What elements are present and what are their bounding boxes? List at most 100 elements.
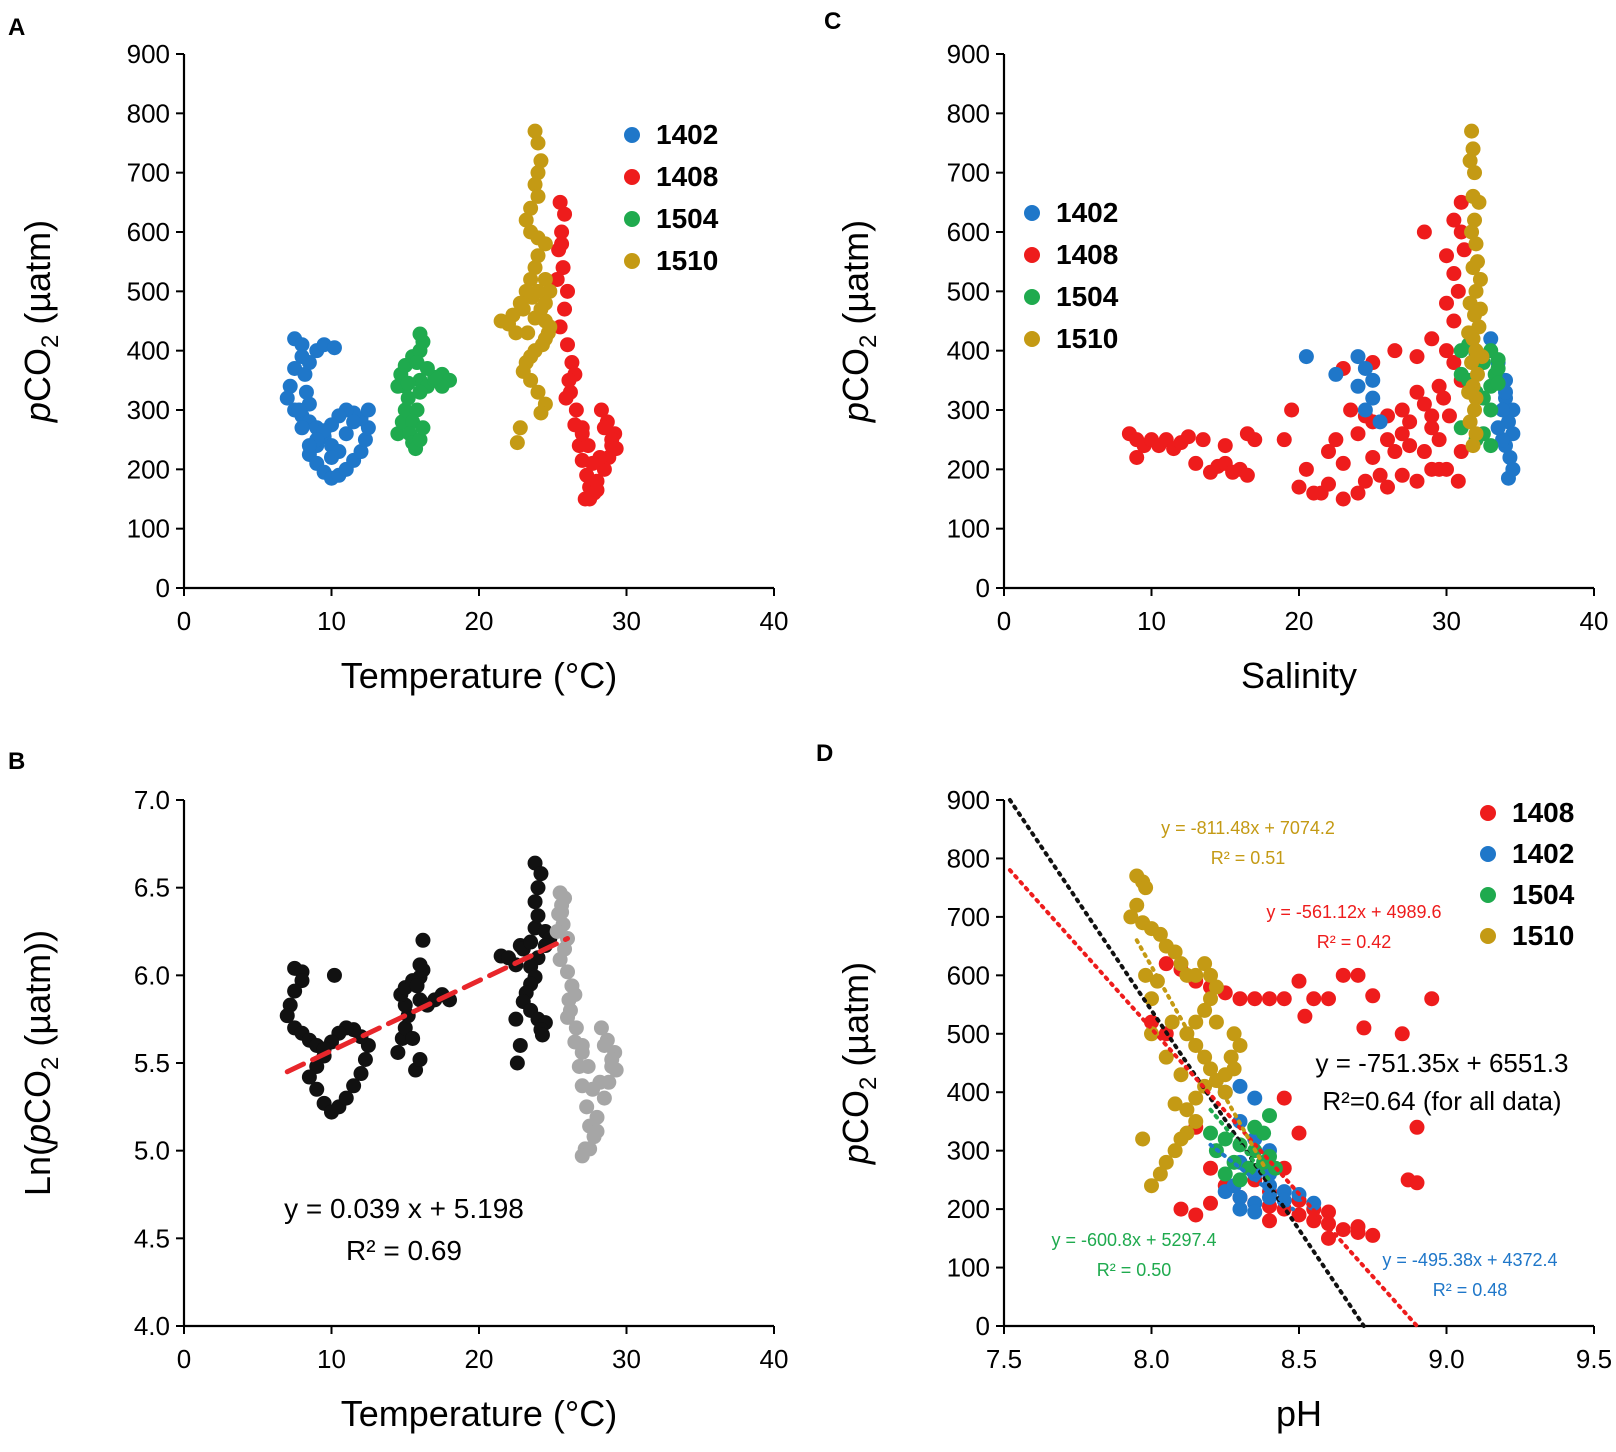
point-1510 (1167, 1143, 1183, 1159)
point-1510 (527, 177, 543, 193)
point-1408 (1357, 473, 1373, 489)
point-1504 (397, 402, 413, 418)
panel-label-b: B (8, 748, 26, 775)
y-tick-label: 100 (127, 514, 170, 544)
point-grey (596, 1037, 612, 1053)
point-grey (560, 964, 575, 980)
panel-label-a: A (8, 14, 26, 41)
point-1510 (530, 283, 546, 299)
fit-line (284, 936, 570, 1075)
point-1408 (557, 206, 573, 222)
annotation-text: R²=0.64 (for all data) (1322, 1086, 1561, 1116)
point-1408 (1321, 991, 1336, 1007)
point-1510 (1173, 956, 1189, 972)
point-1408 (1365, 449, 1381, 465)
point-1408 (1394, 426, 1410, 442)
point-1408 (596, 420, 612, 436)
legend-label-1408: 1408 (1056, 239, 1118, 270)
x-tick-label: 20 (465, 606, 494, 636)
point-1408 (1217, 438, 1233, 454)
point-1510 (1461, 384, 1477, 400)
point-1408 (1394, 467, 1410, 483)
x-tick-label: 9.5 (1576, 1344, 1612, 1374)
annotation-text: R² = 0.50 (1097, 1260, 1172, 1280)
point-1408 (1276, 991, 1292, 1007)
y-tick-label: 5.0 (134, 1136, 170, 1166)
x-tick-label: 0 (177, 606, 191, 636)
point-1408 (1439, 248, 1454, 264)
point-black (309, 1059, 325, 1075)
y-tick-label: 200 (947, 454, 990, 484)
legend-marker-1504 (1024, 289, 1040, 305)
chart-panel-b: 4.0 4.5 5.0 5.5 6.0 6.5 7.0 0 10 20 30 40 Temperatur… (17, 785, 788, 1434)
point-1510 (537, 236, 553, 252)
point-1510 (512, 295, 528, 311)
point-1510 (493, 313, 509, 329)
x-axis-title: Salinity (1241, 655, 1357, 696)
point-1408 (1343, 402, 1359, 418)
point-1510 (523, 372, 539, 388)
x-tick-label: 10 (317, 606, 346, 636)
point-1402 (1350, 349, 1366, 365)
point-black (523, 934, 539, 950)
point-1408 (1394, 1026, 1410, 1042)
point-1408 (1453, 194, 1469, 210)
point-1510 (1138, 880, 1154, 896)
point-1408 (1350, 426, 1366, 442)
point-1402 (346, 414, 362, 430)
point-1408 (1456, 242, 1472, 258)
point-1510 (542, 283, 558, 299)
point-1402 (1232, 1201, 1248, 1217)
point-1408 (1380, 432, 1395, 448)
point-1402 (1495, 432, 1511, 448)
annotation-text: R² = 0.42 (1317, 932, 1392, 952)
point-1510 (1472, 271, 1488, 287)
point-grey (589, 1123, 605, 1139)
y-tick-label: 0 (976, 1311, 990, 1341)
point-1408 (1424, 408, 1440, 424)
point-1408 (561, 372, 577, 388)
point-1510 (509, 435, 525, 451)
point-1408 (1129, 449, 1145, 465)
point-1408 (1232, 991, 1248, 1007)
point-black (530, 880, 546, 896)
point-1408 (560, 283, 575, 299)
legend-label-1402: 1402 (656, 119, 718, 150)
point-1510 (1203, 991, 1218, 1007)
x-tick-label: 0 (177, 1344, 191, 1374)
point-1510 (1468, 283, 1484, 299)
point-1408 (1321, 1230, 1336, 1246)
point-1408 (567, 417, 583, 433)
point-1510 (1123, 909, 1139, 925)
point-1504 (1490, 375, 1506, 391)
x-tick-label: 40 (1580, 606, 1609, 636)
point-1408 (1173, 1201, 1189, 1217)
point-1402 (326, 340, 342, 356)
point-1504 (409, 402, 425, 418)
y-tick-label: 200 (947, 1194, 990, 1224)
point-1408 (1409, 1175, 1425, 1191)
point-1510 (530, 188, 546, 204)
point-grey (608, 1062, 624, 1078)
chart-panel-d: 0 100 200 300 400 500 600 700 800 900 7.5 8.0 8.5 9.0… (835, 785, 1612, 1434)
point-1408 (1409, 349, 1425, 365)
point-1402 (297, 366, 313, 382)
legend-label-1408: 1408 (656, 161, 718, 192)
point-1408 (1306, 991, 1322, 1007)
point-1408 (1365, 1227, 1381, 1243)
point-black (397, 1020, 413, 1036)
point-black (279, 1008, 295, 1024)
point-1408 (1335, 491, 1351, 507)
point-1408 (1446, 266, 1462, 282)
point-1402 (353, 444, 369, 460)
point-1408 (560, 337, 575, 353)
point-1510 (1217, 1067, 1233, 1083)
point-1402 (279, 390, 295, 406)
y-tick-label: 800 (127, 98, 170, 128)
point-1510 (1152, 926, 1168, 942)
point-1510 (1188, 1113, 1204, 1129)
legend-marker-1402 (624, 127, 640, 143)
y-tick-label: 200 (127, 454, 170, 484)
fit-line-1408 (1007, 868, 1419, 1328)
point-1402 (1298, 349, 1314, 365)
